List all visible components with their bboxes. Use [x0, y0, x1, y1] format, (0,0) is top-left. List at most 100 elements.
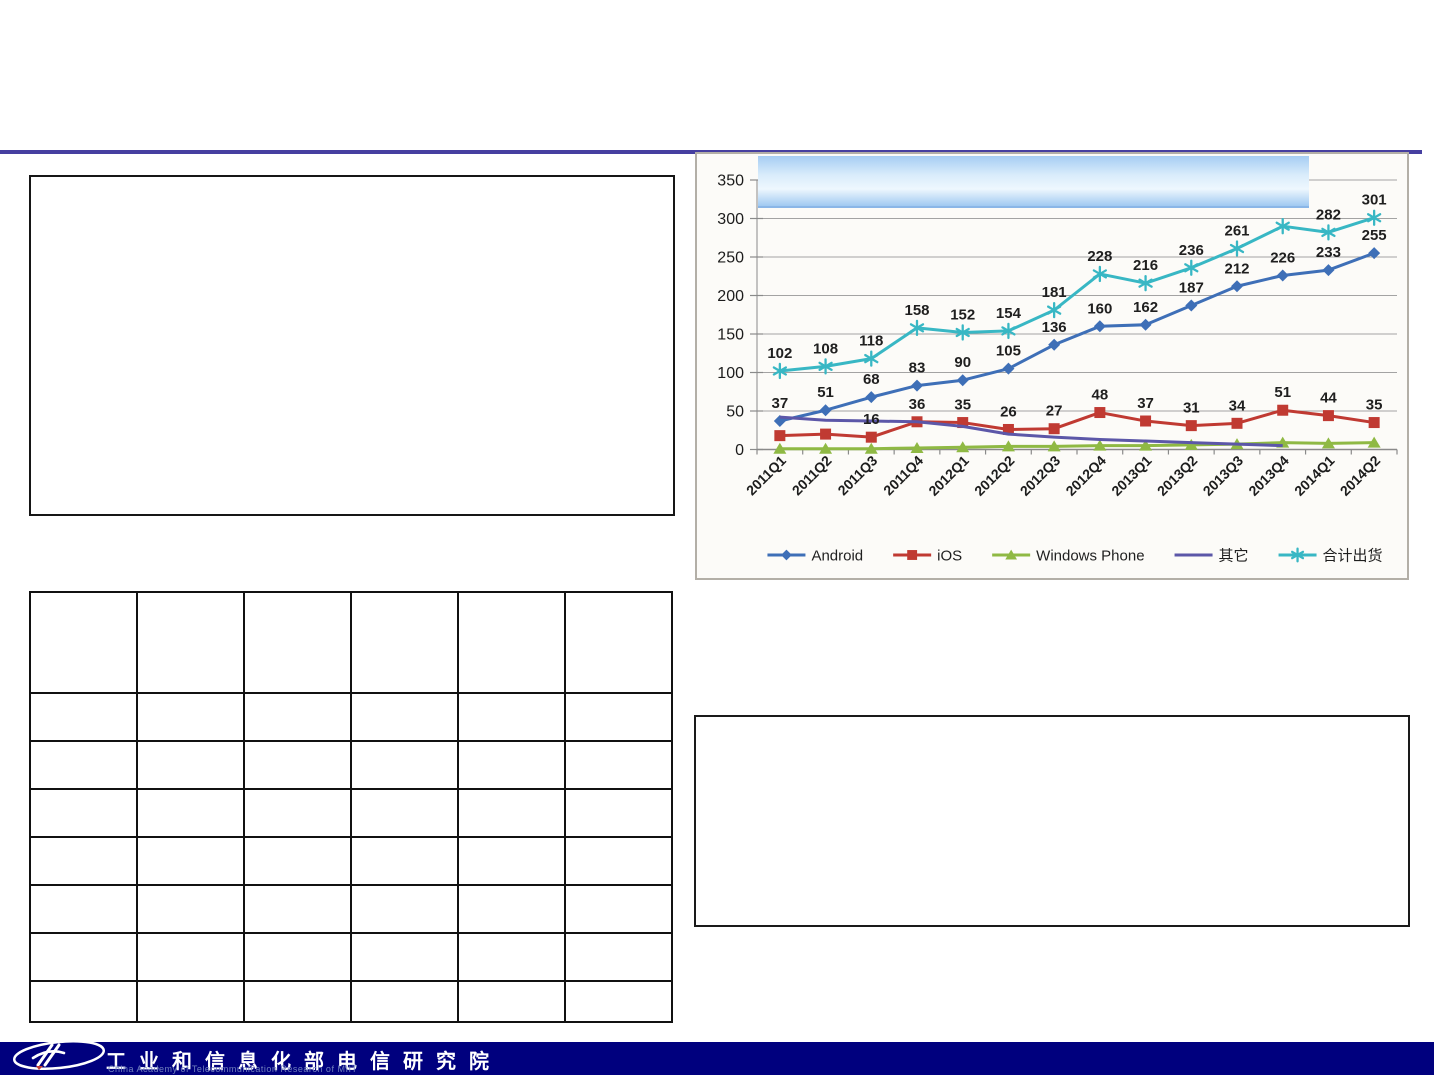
table-cell: [564, 591, 673, 694]
table-cell: [350, 591, 459, 694]
svg-text:250: 250: [717, 250, 744, 267]
table-cell: [136, 591, 245, 694]
data-labels-合计出货: 102 108 118 158 152 154 181 228 216 236 261 282 301: [767, 192, 1386, 362]
svg-text:2013Q1: 2013Q1: [1108, 452, 1155, 499]
smartphone-shipments-chart: 0 50 100 150 200 250 300 350 2011Q1 2011Q2 2011Q3 2…: [695, 152, 1409, 580]
svg-text:118: 118: [859, 333, 883, 350]
svg-text:35: 35: [1366, 397, 1383, 414]
svg-text:其它: 其它: [1219, 547, 1249, 565]
table-cell: [350, 788, 459, 838]
svg-text:233: 233: [1316, 244, 1341, 261]
svg-text:152: 152: [950, 306, 975, 323]
gridlines: [757, 179, 1397, 412]
table-cell: [350, 932, 459, 982]
data-labels-iOS: 16 36 35 26 27 48 37 31 34 51 44 35: [863, 384, 1383, 428]
svg-text:2012Q2: 2012Q2: [971, 452, 1018, 499]
svg-text:2011Q1: 2011Q1: [743, 452, 789, 498]
svg-text:158: 158: [904, 302, 929, 319]
svg-text:2011Q3: 2011Q3: [834, 452, 880, 498]
svg-text:26: 26: [1000, 403, 1017, 420]
empty-content-box: [29, 175, 675, 516]
svg-text:228: 228: [1087, 248, 1112, 265]
table-cell: [243, 836, 352, 886]
empty-data-table: [29, 591, 673, 1023]
svg-text:合计出货: 合计出货: [1323, 548, 1383, 565]
table-cell: [457, 884, 566, 934]
data-labels-Android: 37 51 68 83 90 105 136 160 162 187 212 226 233 255: [772, 227, 1387, 412]
table-cell: [136, 980, 245, 1023]
svg-text:90: 90: [954, 354, 971, 371]
series-其它: [779, 415, 1283, 448]
empty-note-box: [694, 715, 1410, 927]
table-cell: [29, 980, 138, 1023]
table-row: [29, 932, 673, 982]
table-cell: [350, 740, 459, 790]
table-cell: [136, 740, 245, 790]
table-row: [29, 884, 673, 934]
table-cell: [29, 884, 138, 934]
svg-text:181: 181: [1042, 284, 1067, 301]
svg-text:226: 226: [1270, 249, 1295, 266]
axes: [750, 179, 1398, 455]
table-cell: [457, 932, 566, 982]
table-cell: [29, 591, 138, 694]
svg-text:100: 100: [717, 365, 744, 382]
svg-text:50: 50: [726, 404, 744, 421]
series-Android: [773, 247, 1381, 428]
catr-logo: [12, 1039, 106, 1071]
table-row: [29, 591, 673, 694]
svg-text:68: 68: [863, 371, 880, 388]
svg-text:48: 48: [1092, 387, 1109, 404]
svg-text:105: 105: [996, 343, 1021, 360]
svg-text:236: 236: [1179, 242, 1204, 259]
table-row: [29, 788, 673, 838]
table-cell: [136, 884, 245, 934]
table-cell: [243, 591, 352, 694]
table-row: [29, 980, 673, 1023]
table-cell: [564, 740, 673, 790]
table-cell: [350, 980, 459, 1023]
table-row: [29, 836, 673, 886]
chart-title-highlight-box: [758, 156, 1309, 208]
org-name-cn: 工业和信息化部电信研究院: [106, 1051, 502, 1073]
svg-text:51: 51: [817, 384, 834, 401]
svg-text:27: 27: [1046, 403, 1063, 420]
svg-text:102: 102: [767, 345, 792, 362]
table-cell: [29, 692, 138, 742]
footer-bar: [0, 1042, 1434, 1075]
svg-text:216: 216: [1133, 257, 1158, 274]
table-cell: [29, 740, 138, 790]
x-axis-labels: 2011Q1 2011Q2 2011Q3 2011Q4 2012Q1 2012Q2 2012…: [743, 452, 1383, 499]
svg-text:44: 44: [1320, 390, 1337, 407]
svg-text:Android: Android: [811, 548, 863, 565]
org-name-en: China Academy of Telecommunication Resea…: [108, 1064, 358, 1074]
table-cell: [29, 932, 138, 982]
table-cell: [350, 692, 459, 742]
table-cell: [136, 932, 245, 982]
table-cell: [243, 932, 352, 982]
svg-text:2012Q4: 2012Q4: [1062, 452, 1109, 499]
svg-text:34: 34: [1229, 397, 1246, 414]
table-cell: [243, 788, 352, 838]
table-cell: [243, 740, 352, 790]
table-row: [29, 740, 673, 790]
svg-text:350: 350: [717, 173, 744, 190]
table-cell: [457, 692, 566, 742]
svg-text:154: 154: [996, 305, 1022, 322]
svg-text:0: 0: [735, 442, 744, 459]
table-cell: [457, 740, 566, 790]
series-合计出货: [772, 209, 1382, 380]
table-cell: [243, 980, 352, 1023]
table-cell: [29, 836, 138, 886]
series-iOS: [774, 404, 1380, 443]
svg-text:Windows Phone: Windows Phone: [1036, 548, 1144, 565]
svg-text:37: 37: [1137, 395, 1154, 412]
svg-text:2011Q4: 2011Q4: [880, 452, 926, 498]
table-cell: [136, 836, 245, 886]
svg-text:255: 255: [1362, 227, 1387, 244]
svg-text:200: 200: [717, 288, 744, 305]
y-axis-labels: 0 50 100 150 200 250 300 350: [717, 173, 744, 460]
table-cell: [136, 692, 245, 742]
